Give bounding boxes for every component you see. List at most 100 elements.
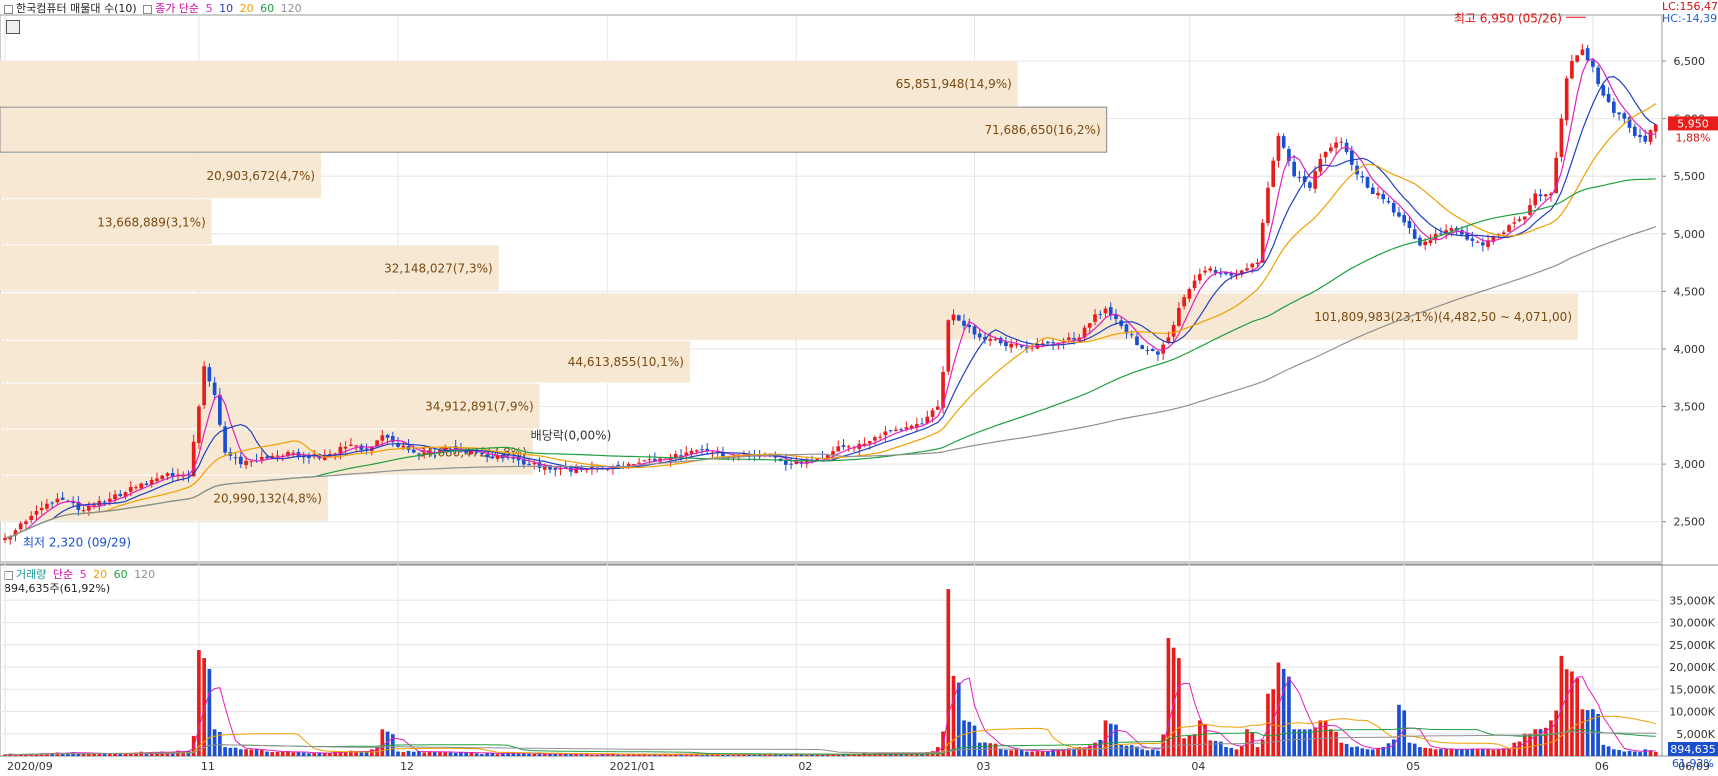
candle-body <box>1009 343 1014 348</box>
x-tick-label: 2020/09 <box>7 760 53 773</box>
calendar-icon[interactable] <box>6 20 20 34</box>
candle-body <box>1224 272 1228 275</box>
candle-body <box>946 320 951 372</box>
candle-body <box>1082 327 1087 338</box>
candle-body <box>422 452 427 455</box>
volume-profile-bar <box>0 429 533 475</box>
candle-body <box>1355 165 1359 175</box>
candle-body <box>1182 297 1186 307</box>
volume-bar <box>1480 749 1485 756</box>
volume-bar <box>354 751 358 756</box>
volume-bar <box>87 753 91 756</box>
volume-bar <box>658 754 662 756</box>
candle-body <box>370 446 374 451</box>
volume-profile-bar <box>0 383 540 429</box>
volume-bar <box>265 751 269 756</box>
candle-body <box>1056 342 1061 344</box>
volume-bar <box>888 753 893 756</box>
volume-bar <box>595 754 600 756</box>
current-volume-pct-label: 61,92% <box>1672 757 1714 770</box>
candle-body <box>962 320 966 326</box>
volume-bar <box>1575 678 1579 756</box>
volume-panel-icon[interactable] <box>4 570 13 580</box>
volume-bar <box>1266 693 1270 756</box>
candle-body <box>1203 270 1207 273</box>
candle-body <box>794 461 799 464</box>
candle-body <box>668 457 673 461</box>
candle-body <box>291 452 296 454</box>
volume-profile-bar <box>0 199 212 245</box>
volume-bar <box>66 752 70 756</box>
volume-bar <box>1171 647 1176 756</box>
volume-bar <box>1470 748 1475 756</box>
volume-bar <box>998 749 1003 756</box>
candle-body <box>1423 241 1428 246</box>
volume-bar <box>1344 743 1349 756</box>
candle-body <box>548 465 552 470</box>
volume-bar <box>1376 748 1380 756</box>
candle-body <box>1077 337 1082 342</box>
candle-body <box>831 451 835 456</box>
candle-body <box>873 437 877 441</box>
volume-bar <box>1349 747 1354 756</box>
volume-bar <box>1554 710 1559 756</box>
candle-body <box>1391 202 1396 213</box>
candle-body <box>1066 337 1071 340</box>
candle-body <box>951 314 956 321</box>
candle-body <box>1460 230 1464 235</box>
candle-body <box>521 458 526 465</box>
price-tick-label: 6,500 <box>1674 55 1706 68</box>
candle-body <box>1166 337 1171 343</box>
candle-body <box>721 452 725 457</box>
low-annotation: 최저 2,320 (09/29) <box>23 535 131 549</box>
volume-bar <box>1433 749 1438 756</box>
volume-profile-label: 65,851,948(14,9%) <box>896 77 1012 91</box>
volume-bar <box>1198 720 1202 756</box>
x-tick-label: 12 <box>400 760 414 773</box>
volume-bar <box>307 753 311 756</box>
ma-toggle-icon[interactable] <box>143 4 153 14</box>
panel-collapse-icon[interactable] <box>4 4 13 14</box>
candle-body <box>312 454 317 457</box>
volume-bar <box>359 751 364 756</box>
candle-body <box>998 337 1003 344</box>
volume-panel-frame <box>0 563 1663 757</box>
candle-body <box>1061 340 1066 343</box>
volume-bar <box>1135 746 1139 756</box>
volume-bar <box>474 753 479 756</box>
volume-bar <box>1124 745 1129 756</box>
candle-body <box>443 447 448 451</box>
volume-bar <box>1082 747 1087 756</box>
volume-bar <box>841 753 846 756</box>
candle-body <box>705 448 710 452</box>
candle-body <box>396 443 400 447</box>
volume-bar <box>1019 749 1024 756</box>
candle-body <box>469 450 474 455</box>
volume-bar <box>385 731 390 756</box>
candle-body <box>1308 182 1312 188</box>
volume-bar <box>301 752 306 756</box>
candle-body <box>107 498 112 502</box>
volume-tick-label: 5,000K <box>1676 728 1715 741</box>
candle-body <box>1171 324 1176 337</box>
volume-bar <box>1056 749 1061 756</box>
candle-body <box>825 455 830 460</box>
candle-body <box>254 460 259 462</box>
volume-profile-label: 20,903,672(4,7%) <box>207 169 316 183</box>
ma-5-label: 5 <box>205 2 213 15</box>
volume-bar <box>1308 729 1312 756</box>
candle-body <box>448 446 453 448</box>
volume-bar <box>1114 724 1118 756</box>
volume-bar <box>432 751 437 756</box>
candle-body <box>338 446 343 455</box>
candle-body <box>1114 313 1118 320</box>
candle-body <box>1281 136 1286 148</box>
candle-body <box>128 486 133 492</box>
candle-body <box>18 523 23 530</box>
volume-bar <box>873 753 877 756</box>
volume-bar <box>459 752 463 756</box>
candle-body <box>1030 347 1034 349</box>
volume-bar <box>312 753 317 756</box>
candle-body <box>789 463 793 465</box>
